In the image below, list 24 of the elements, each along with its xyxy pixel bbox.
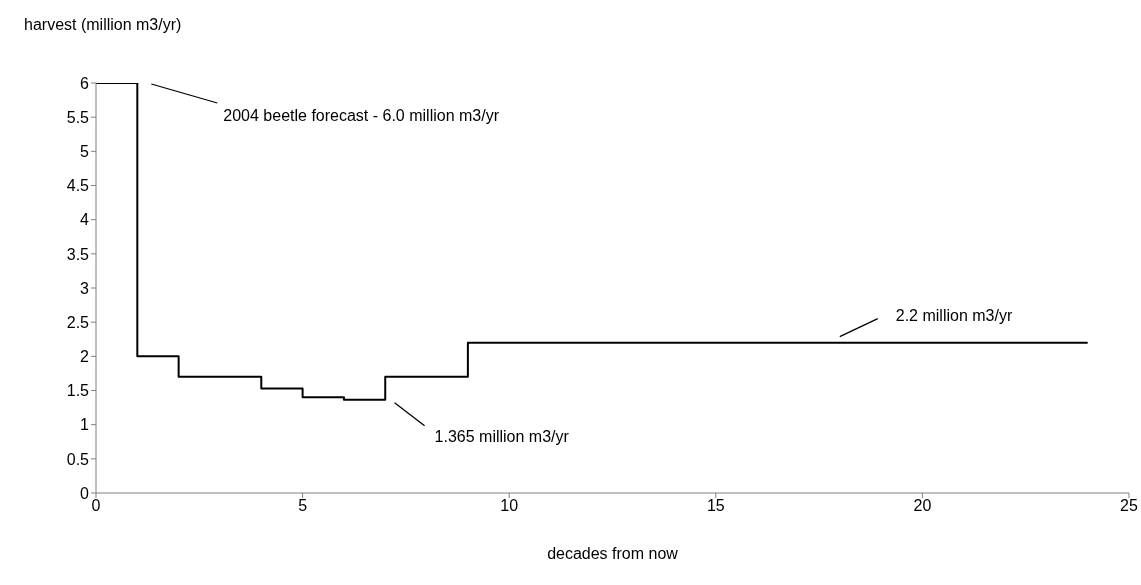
y-tick-label: 4.5 <box>66 177 90 195</box>
y-tick-label: 6 <box>80 74 90 92</box>
x-tick-label: 10 <box>500 497 519 515</box>
y-tick-label: 0 <box>80 484 90 502</box>
y-tick-label: 1.5 <box>66 382 90 400</box>
y-tick-label: 0.5 <box>66 450 90 468</box>
annotation: 2.2 million m3/yr <box>895 306 1013 324</box>
y-tick-label: 5 <box>80 143 90 161</box>
y-tick-label: 2.5 <box>66 313 90 331</box>
annotation: 2004 beetle forecast - 6.0 million m3/yr <box>223 107 500 124</box>
y-axis-title: harvest (million m3/yr) <box>24 16 182 34</box>
y-tick-label: 3 <box>80 279 90 297</box>
annotation: 1.365 million m3/yr <box>434 427 570 445</box>
x-axis-title: decades from now <box>547 545 679 562</box>
y-tick-label: 1 <box>80 416 90 434</box>
y-tick-label: 4 <box>80 211 90 229</box>
x-tick-label: 0 <box>91 497 101 515</box>
x-tick-label: 15 <box>706 497 725 515</box>
x-tick-label: 20 <box>913 497 932 515</box>
x-tick-label: 5 <box>298 497 308 515</box>
y-tick-label: 3.5 <box>66 245 90 263</box>
y-tick-label: 2 <box>80 348 90 366</box>
y-tick-label: 5.5 <box>66 108 90 126</box>
x-tick-label: 25 <box>1120 497 1138 515</box>
